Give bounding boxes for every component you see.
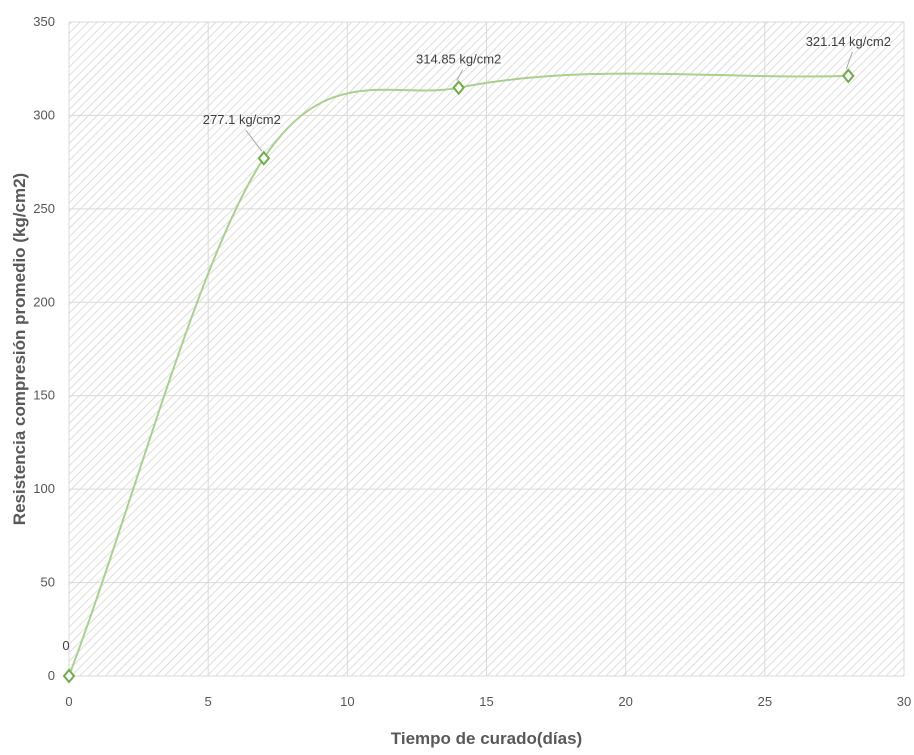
tick-labels: 0 50 100 150 200 250 300 350 0 5 10 15 20 25 30 — [33, 14, 911, 709]
x-tick-label: 0 — [65, 694, 72, 709]
y-tick-label: 350 — [33, 14, 55, 29]
data-markers — [62, 68, 855, 684]
x-tick-label: 20 — [618, 694, 632, 709]
series-line — [68, 72, 849, 677]
y-tick-label: 200 — [33, 294, 55, 309]
label-leader-line — [245, 129, 263, 152]
data-label: 277.1 kg/cm2 — [203, 112, 281, 127]
data-marker — [452, 80, 465, 96]
y-tick-label: 100 — [33, 481, 55, 496]
label-leader-line — [456, 69, 464, 81]
data-label: 314.85 kg/cm2 — [416, 52, 501, 67]
data-labels: 0 277.1 kg/cm2 314.85 kg/cm2 321.14 kg/cm2 — [62, 34, 891, 653]
data-marker — [257, 150, 271, 166]
x-tick-label: 10 — [340, 694, 354, 709]
gridlines — [68, 21, 905, 677]
data-label: 321.14 kg/cm2 — [806, 34, 891, 49]
y-tick-label: 50 — [41, 575, 55, 590]
label-leader-line — [845, 51, 853, 70]
x-axis-title: Tiempo de curado(días) — [391, 729, 582, 748]
y-tick-label: 0 — [48, 668, 55, 683]
x-tick-label: 5 — [205, 694, 212, 709]
x-tick-label: 30 — [897, 694, 911, 709]
x-tick-label: 25 — [758, 694, 772, 709]
x-tick-label: 15 — [479, 694, 493, 709]
y-axis-title: Resistencia compresión promedio (kg/cm2) — [10, 173, 29, 525]
data-marker — [842, 68, 855, 84]
y-tick-label: 300 — [33, 107, 55, 122]
data-label: 0 — [62, 638, 69, 653]
y-tick-label: 250 — [33, 201, 55, 216]
data-marker — [62, 668, 76, 684]
y-tick-label: 150 — [33, 388, 55, 403]
